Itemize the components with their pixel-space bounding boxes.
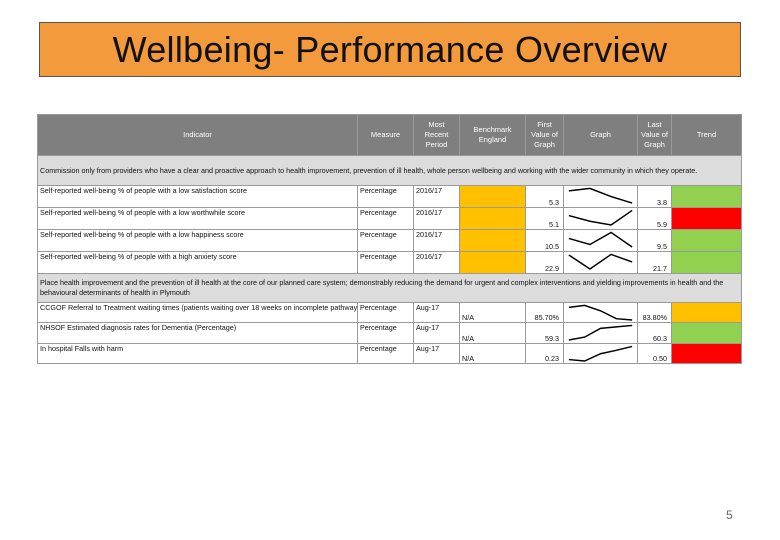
graph-cell bbox=[563, 185, 638, 208]
last-value-cell: 83.80% bbox=[637, 301, 672, 324]
last-value-cell: 3.8 bbox=[637, 185, 672, 208]
indicator-cell: In hospital Falls with harm bbox=[37, 342, 358, 365]
sparkline bbox=[568, 253, 633, 270]
sparkline bbox=[568, 231, 633, 248]
sparkline bbox=[568, 209, 633, 226]
col-trend: Trend bbox=[671, 114, 742, 156]
indicator-cell: Self-reported well-being % of people wit… bbox=[37, 185, 358, 208]
table-row: Self-reported well-being % of people wit… bbox=[37, 207, 742, 230]
measure-cell: Percentage bbox=[357, 342, 414, 365]
first-value-cell: 5.3 bbox=[525, 185, 564, 208]
trend-cell bbox=[671, 229, 742, 252]
first-value-cell: 5.1 bbox=[525, 207, 564, 230]
measure-cell: Percentage bbox=[357, 229, 414, 252]
last-value-cell: 9.5 bbox=[637, 229, 672, 252]
table-row: Self-reported well-being % of people wit… bbox=[37, 185, 742, 208]
section-text: Commission only from providers who have … bbox=[37, 155, 742, 186]
col-indicator: Indicator bbox=[37, 114, 358, 156]
table-row: NHSOF Estimated diagnosis rates for Deme… bbox=[37, 322, 742, 344]
trend-cell bbox=[671, 322, 742, 344]
first-value-cell: 85.70% bbox=[525, 301, 564, 324]
section-row-commission: Commission only from providers who have … bbox=[37, 155, 742, 186]
benchmark-cell: N/A bbox=[459, 342, 526, 365]
graph-cell bbox=[563, 342, 638, 365]
measure-cell: Percentage bbox=[357, 207, 414, 230]
last-value-cell: 0.50 bbox=[637, 342, 672, 365]
period-cell: Aug-17 bbox=[413, 342, 460, 365]
indicator-cell: NHSOF Estimated diagnosis rates for Deme… bbox=[37, 322, 358, 344]
trend-cell bbox=[671, 251, 742, 274]
period-cell: 2016/17 bbox=[413, 207, 460, 230]
table-row: In hospital Falls with harm Percentage Aug… bbox=[37, 342, 742, 365]
performance-table: Indicator Measure Most Recent Period Ben… bbox=[37, 114, 742, 365]
sparkline bbox=[568, 325, 633, 342]
indicator-cell: Self-reported well-being % of people wit… bbox=[37, 251, 358, 274]
title-banner: Wellbeing- Performance Overview bbox=[39, 22, 741, 77]
period-cell: Aug-17 bbox=[413, 301, 460, 324]
table-row: CCGOF Referral to Treatment waiting time… bbox=[37, 301, 742, 324]
trend-cell bbox=[671, 207, 742, 230]
col-measure: Measure bbox=[357, 114, 414, 156]
measure-cell: Percentage bbox=[357, 322, 414, 344]
benchmark-cell bbox=[459, 207, 526, 230]
benchmark-cell: N/A bbox=[459, 322, 526, 344]
table-row: Self-reported well-being % of people wit… bbox=[37, 251, 742, 274]
sparkline bbox=[568, 187, 633, 204]
first-value-cell: 59.3 bbox=[525, 322, 564, 344]
header-row: Indicator Measure Most Recent Period Ben… bbox=[37, 114, 742, 156]
page-title: Wellbeing- Performance Overview bbox=[112, 28, 668, 70]
graph-cell bbox=[563, 322, 638, 344]
trend-cell bbox=[671, 301, 742, 324]
benchmark-cell: N/A bbox=[459, 301, 526, 324]
first-value-cell: 10.5 bbox=[525, 229, 564, 252]
graph-cell bbox=[563, 207, 638, 230]
page-number: 5 bbox=[726, 508, 733, 522]
last-value-cell: 60.3 bbox=[637, 322, 672, 344]
last-value-cell: 5.9 bbox=[637, 207, 672, 230]
first-value-cell: 22.9 bbox=[525, 251, 564, 274]
period-cell: 2016/17 bbox=[413, 185, 460, 208]
first-value-cell: 0.23 bbox=[525, 342, 564, 365]
col-graph: Graph bbox=[563, 114, 638, 156]
section-text: Place health improvement and the prevent… bbox=[37, 273, 742, 303]
period-cell: 2016/17 bbox=[413, 251, 460, 274]
sparkline bbox=[568, 304, 633, 321]
period-cell: 2016/17 bbox=[413, 229, 460, 252]
table-row: Self-reported well-being % of people wit… bbox=[37, 229, 742, 252]
col-last-value: Last Value of Graph bbox=[637, 114, 672, 156]
indicator-cell: CCGOF Referral to Treatment waiting time… bbox=[37, 301, 358, 324]
last-value-cell: 21.7 bbox=[637, 251, 672, 274]
section-row-prevention: Place health improvement and the prevent… bbox=[37, 273, 742, 303]
trend-cell bbox=[671, 185, 742, 208]
col-first-value: First Value of Graph bbox=[525, 114, 564, 156]
graph-cell bbox=[563, 251, 638, 274]
col-benchmark: Benchmark England bbox=[459, 114, 526, 156]
graph-cell bbox=[563, 229, 638, 252]
graph-cell bbox=[563, 301, 638, 324]
measure-cell: Percentage bbox=[357, 301, 414, 324]
indicator-cell: Self-reported well-being % of people wit… bbox=[37, 229, 358, 252]
measure-cell: Percentage bbox=[357, 251, 414, 274]
benchmark-cell bbox=[459, 185, 526, 208]
sparkline bbox=[568, 345, 633, 362]
benchmark-cell bbox=[459, 251, 526, 274]
col-period: Most Recent Period bbox=[413, 114, 460, 156]
trend-cell bbox=[671, 342, 742, 365]
indicator-cell: Self-reported well-being % of people wit… bbox=[37, 207, 358, 230]
benchmark-cell bbox=[459, 229, 526, 252]
period-cell: Aug-17 bbox=[413, 322, 460, 344]
measure-cell: Percentage bbox=[357, 185, 414, 208]
